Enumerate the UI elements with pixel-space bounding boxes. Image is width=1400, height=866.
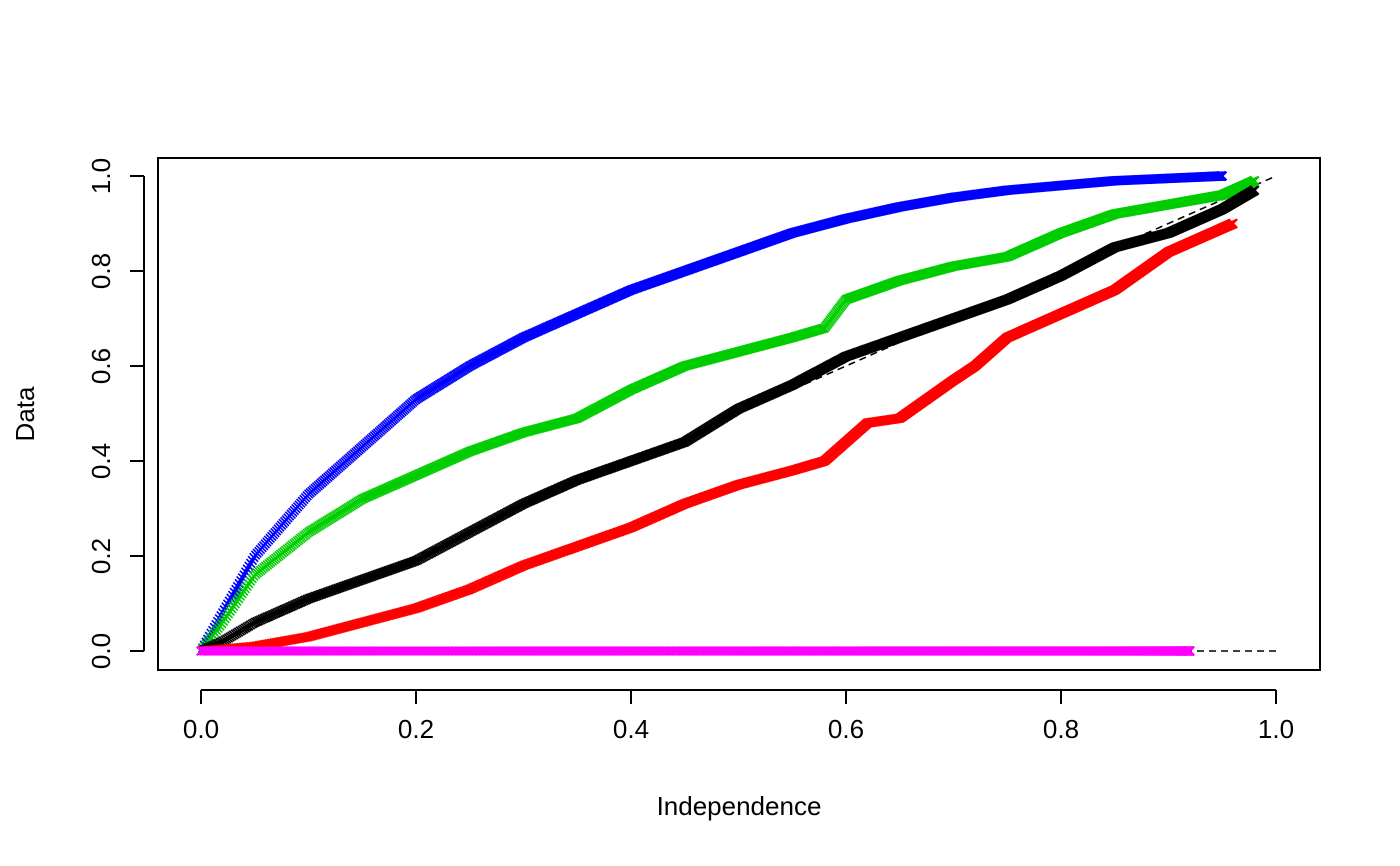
series-0 <box>196 171 1228 656</box>
plot-frame <box>157 157 1321 671</box>
series-3 <box>196 218 1238 656</box>
series-4 <box>196 646 1195 656</box>
